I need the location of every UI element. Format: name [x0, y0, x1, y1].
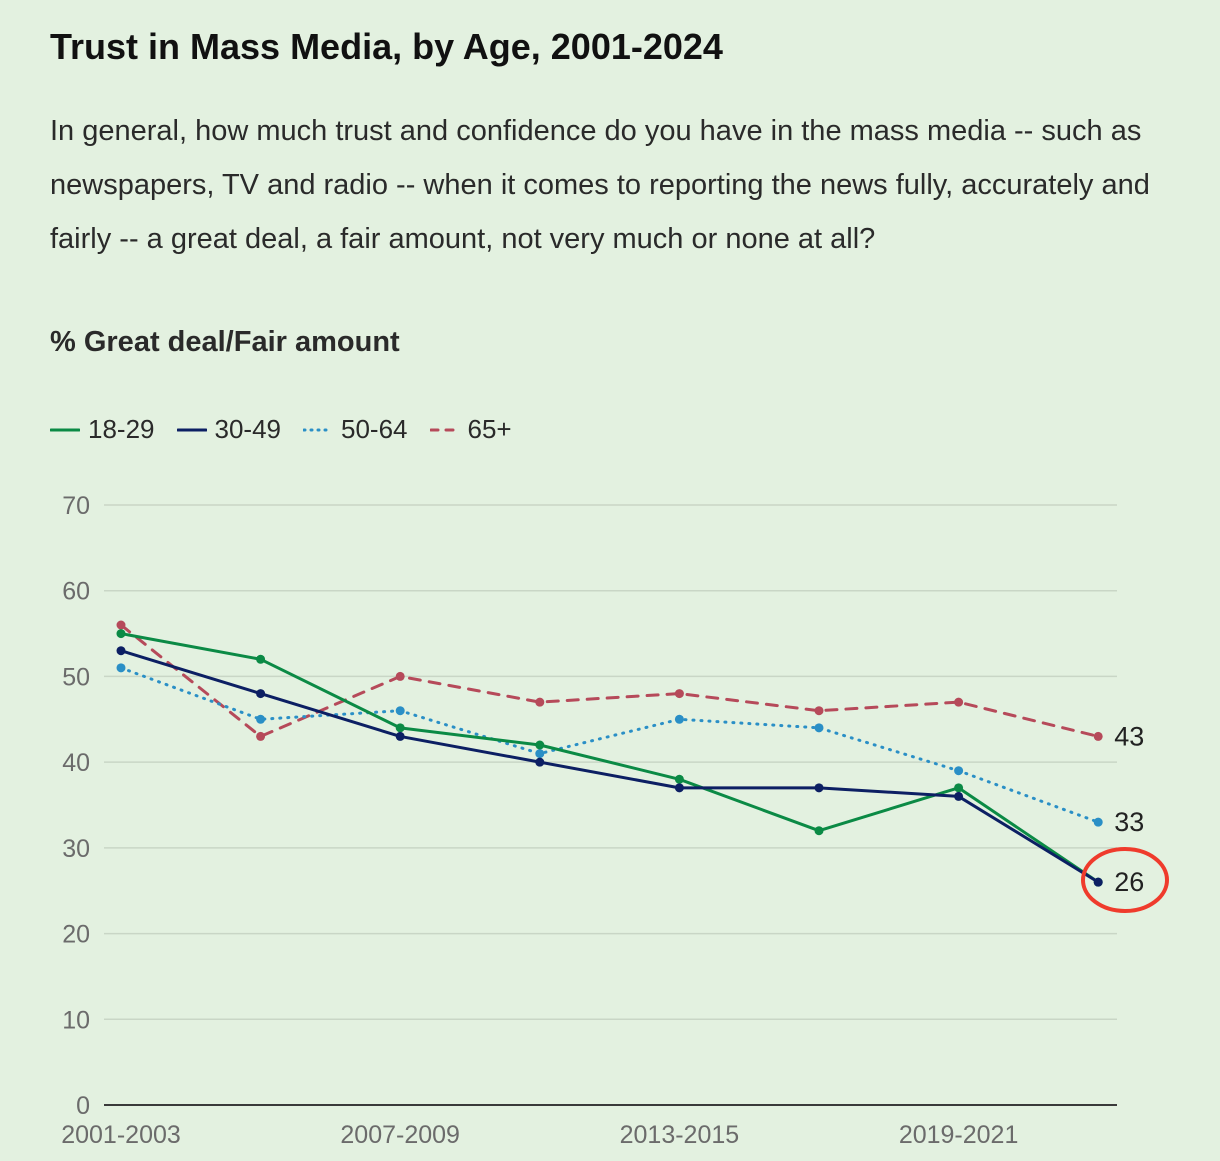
series-line-18-29 [119, 632, 1100, 884]
data-point-50-64-2019-2021 [954, 766, 964, 776]
data-point-65+-2019-2021 [954, 697, 964, 707]
data-point-30-49-2007-2009 [395, 731, 405, 741]
data-point-30-49-2004-2006 [256, 689, 266, 699]
data-point-18-29-2019-2021 [954, 783, 964, 793]
y-tick-label: 70 [62, 492, 90, 520]
data-point-50-64-2010-2012 [535, 749, 545, 759]
chart-subtitle: In general, how much trust and confidenc… [50, 115, 1150, 255]
legend: 18-29 30-49 50-64 65+ [50, 414, 512, 445]
data-point-30-49-2022-2024 [1093, 877, 1103, 887]
legend-swatch [303, 428, 333, 431]
legend-swatch [50, 428, 80, 431]
data-point-65+-2001-2003 [116, 620, 126, 630]
legend-label: 30-49 [214, 414, 282, 444]
x-tick-label: 2019-2021 [899, 1121, 1019, 1149]
data-point-50-64-2022-2024 [1093, 817, 1103, 827]
data-point-18-29-2016-2018 [814, 826, 824, 836]
series-line-50-64 [119, 666, 1100, 824]
x-tick-label: 2001-2003 [61, 1121, 181, 1149]
annotation-circle [1081, 847, 1169, 913]
y-tick-label: 0 [76, 1092, 90, 1120]
data-point-65+-2013-2015 [674, 689, 684, 699]
end-value-label: 26 [1114, 867, 1144, 897]
chart-title: Trust in Mass Media, by Age, 2001-2024 [50, 26, 723, 67]
y-tick-label: 40 [62, 749, 90, 777]
data-point-18-29-2004-2006 [256, 654, 266, 664]
legend-item-30-49: 30-49 [176, 414, 282, 445]
data-point-18-29-2001-2003 [116, 629, 126, 639]
data-point-65+-2016-2018 [814, 706, 824, 716]
data-point-50-64-2013-2015 [674, 714, 684, 724]
y-tick-label: 20 [62, 921, 90, 949]
data-point-65+-2010-2012 [535, 697, 545, 707]
legend-label: 50-64 [341, 414, 408, 444]
data-point-18-29-2013-2015 [674, 774, 684, 784]
data-point-30-49-2001-2003 [116, 646, 126, 656]
y-axis-measure-label: % Great deal/Fair amount [50, 326, 400, 358]
legend-item-65+: 65+ [429, 414, 512, 445]
data-point-50-64-2004-2006 [256, 714, 266, 724]
y-tick-label: 10 [62, 1006, 90, 1034]
end-value-label: 33 [1114, 807, 1144, 837]
x-tick-label: 2007-2009 [340, 1121, 460, 1149]
end-value-label: 43 [1114, 721, 1144, 751]
y-tick-label: 50 [62, 663, 90, 691]
data-point-18-29-2007-2009 [395, 723, 405, 733]
legend-item-18-29: 18-29 [50, 414, 155, 445]
data-point-30-49-2019-2021 [954, 791, 964, 801]
data-point-50-64-2001-2003 [116, 663, 126, 673]
y-tick-label: 30 [62, 835, 90, 863]
x-tick-label: 2013-2015 [620, 1121, 740, 1149]
y-tick-label: 60 [62, 578, 90, 606]
data-point-65+-2007-2009 [395, 671, 405, 681]
data-point-18-29-2010-2012 [535, 740, 545, 750]
data-point-50-64-2016-2018 [814, 723, 824, 733]
legend-swatch [429, 428, 460, 431]
data-point-65+-2022-2024 [1093, 731, 1103, 741]
legend-label: 18-29 [88, 414, 155, 444]
series-line-30-49 [119, 649, 1100, 884]
data-point-65+-2004-2006 [256, 731, 266, 741]
data-point-30-49-2010-2012 [535, 757, 545, 767]
data-point-50-64-2007-2009 [395, 706, 405, 716]
legend-label: 65+ [467, 414, 512, 444]
legend-swatch [176, 428, 207, 431]
data-point-30-49-2013-2015 [674, 783, 684, 793]
series-line-65+ [119, 623, 1100, 738]
data-point-30-49-2016-2018 [814, 783, 824, 793]
legend-item-50-64: 50-64 [303, 414, 408, 445]
